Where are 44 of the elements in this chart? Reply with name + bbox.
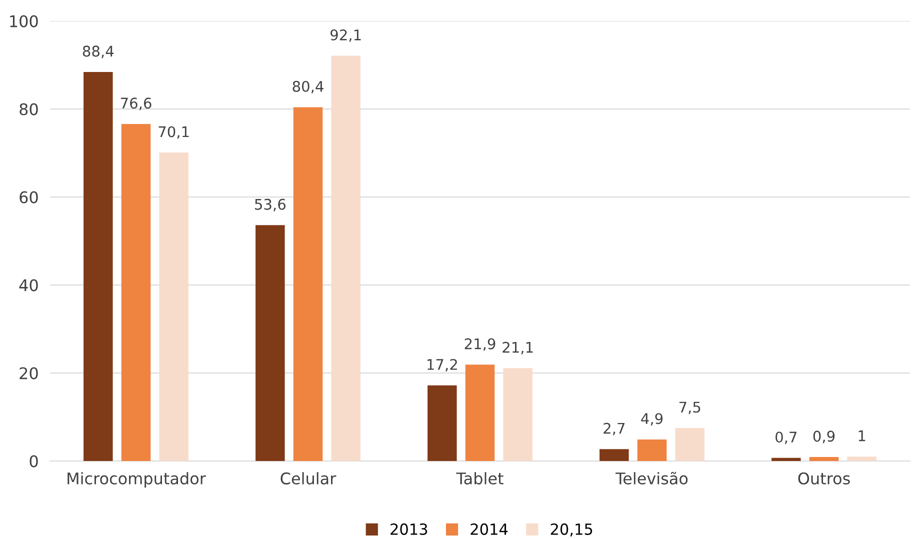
bar [600,449,629,461]
data-label: 7,5 [679,402,700,414]
bar [637,439,667,461]
bar [331,56,360,461]
bar [809,457,839,461]
bar [465,364,495,461]
data-label: 53,6 [255,198,286,212]
bar [503,368,532,461]
data-label: 21,9 [464,338,496,351]
data-label: 2,7 [604,422,625,436]
bar [256,225,285,461]
y-tick-label: 0 [30,455,38,468]
bar [772,458,801,461]
y-tick-label: 80 [20,103,38,116]
x-tick-label: Outros [798,472,850,484]
data-label: 88,4 [82,46,114,58]
y-tick-label: 40 [19,279,38,292]
y-tick-label: 60 [20,191,38,204]
data-label: 4,9 [641,413,663,426]
data-label: 1 [858,430,866,442]
x-tick-label: Tablet [456,472,504,484]
legend-label: 2014 [470,523,508,535]
data-label: 21,1 [502,342,533,354]
y-tick-label: 100 [10,15,38,28]
bar [847,456,876,461]
x-tick-label: Celular [280,472,336,484]
data-label: 70,1 [158,126,189,139]
bar [293,107,323,461]
data-label: 17,2 [428,358,457,372]
data-label: 92,1 [330,29,361,42]
bar [159,152,188,461]
legend-label: 2013 [390,523,428,535]
legend-label: 20,15 [550,523,592,537]
data-label: 76,6 [120,98,152,110]
bar [84,72,113,461]
y-tick-label: 20 [20,367,38,380]
bar [121,124,151,461]
bar [428,385,457,461]
data-label: 0,7 [776,432,797,444]
x-tick-label: Televisão [616,472,688,484]
data-label: 0,9 [813,430,835,444]
bar [675,428,704,461]
data-label: 80,4 [292,80,324,94]
x-tick-label: Microcomputador [68,472,206,488]
